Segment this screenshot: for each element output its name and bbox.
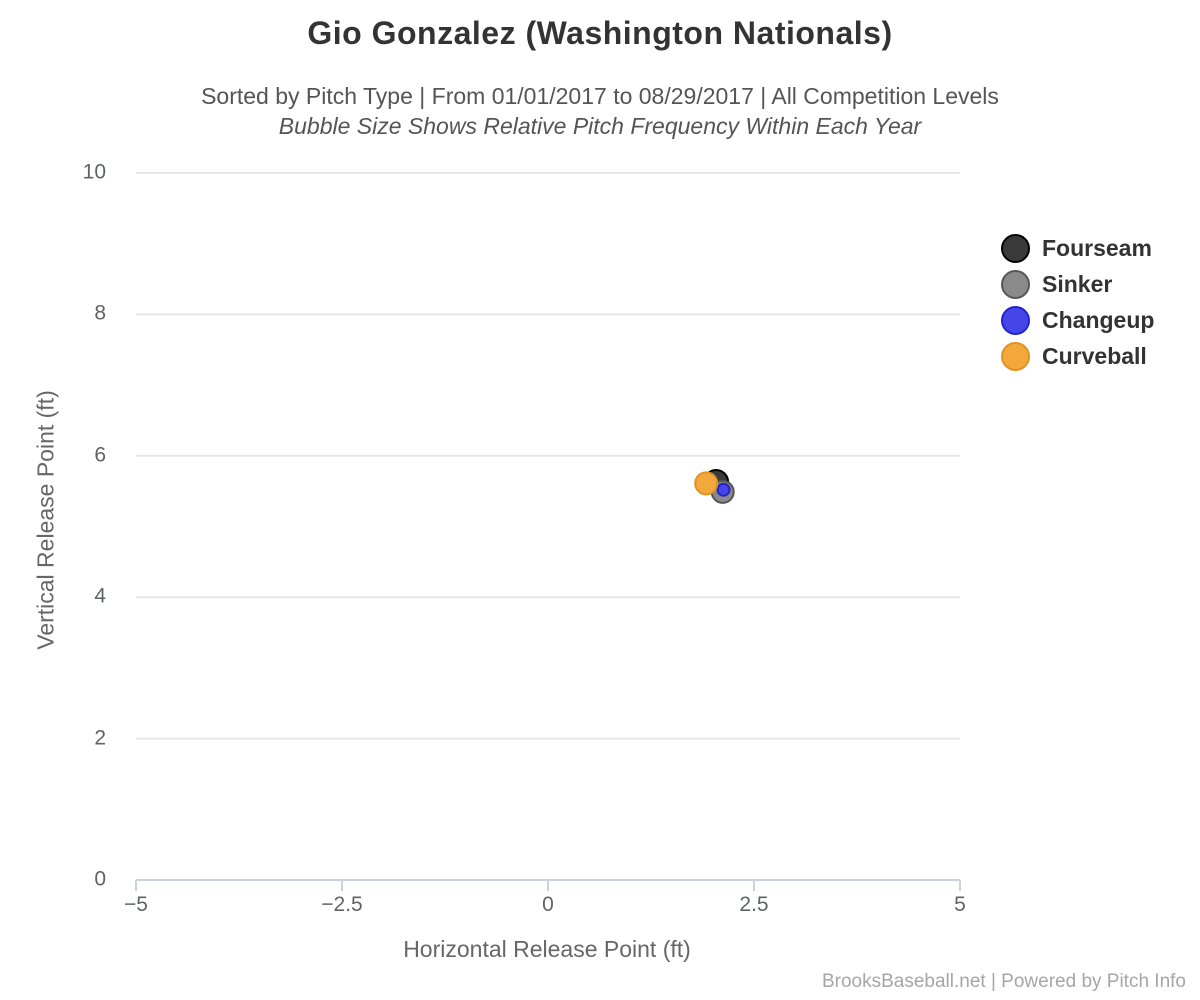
legend-label-fourseam: Fourseam [1042,234,1152,261]
legend-label-curveball: Curveball [1042,342,1147,369]
y-tick-label-8: 8 [94,301,106,325]
legend-marker-fourseam-icon [1001,233,1030,263]
y-axis-title: Vertical Release Point (ft) [32,390,59,650]
x-tick-label--5: −5 [124,893,148,916]
x-axis-title: Horizontal Release Point (ft) [403,936,691,962]
legend-marker-changeup-icon [1001,305,1030,335]
y-tick-label-4: 4 [94,584,106,608]
x-tick-label-5: 5 [954,893,966,916]
credits-link[interactable]: BrooksBaseball.net | Powered by Pitch In… [821,971,1186,992]
bubble-changeup[interactable] [716,482,731,497]
chart-subtitle-note: Bubble Size Shows Relative Pitch Frequen… [278,113,922,139]
legend: Fourseam Sinker Changeup Curveball [1001,230,1154,374]
legend-marker-sinker-icon [1001,269,1030,299]
y-tick-label-0: 0 [94,867,106,891]
legend-item-fourseam[interactable]: Fourseam [1001,230,1154,266]
y-tick-label-10: 10 [82,160,106,184]
y-tick-label-6: 6 [94,443,106,467]
legend-label-changeup: Changeup [1042,306,1155,333]
x-tick-label-0: 0 [542,893,554,916]
legend-item-sinker[interactable]: Sinker [1001,266,1154,302]
chart-title: Gio Gonzalez (Washington Nationals) [307,15,893,51]
y-tick-label-2: 2 [94,726,106,750]
legend-item-curveball[interactable]: Curveball [1001,338,1154,374]
bubble-curveball[interactable] [694,471,719,496]
chart-subtitle: Sorted by Pitch Type | From 01/01/2017 t… [201,83,999,109]
legend-label-sinker: Sinker [1042,270,1113,297]
legend-item-changeup[interactable]: Changeup [1001,302,1154,338]
legend-marker-curveball-icon [1001,341,1030,371]
x-tick-label--2.5: −2.5 [321,893,363,916]
x-tick-label-2.5: 2.5 [739,893,769,916]
